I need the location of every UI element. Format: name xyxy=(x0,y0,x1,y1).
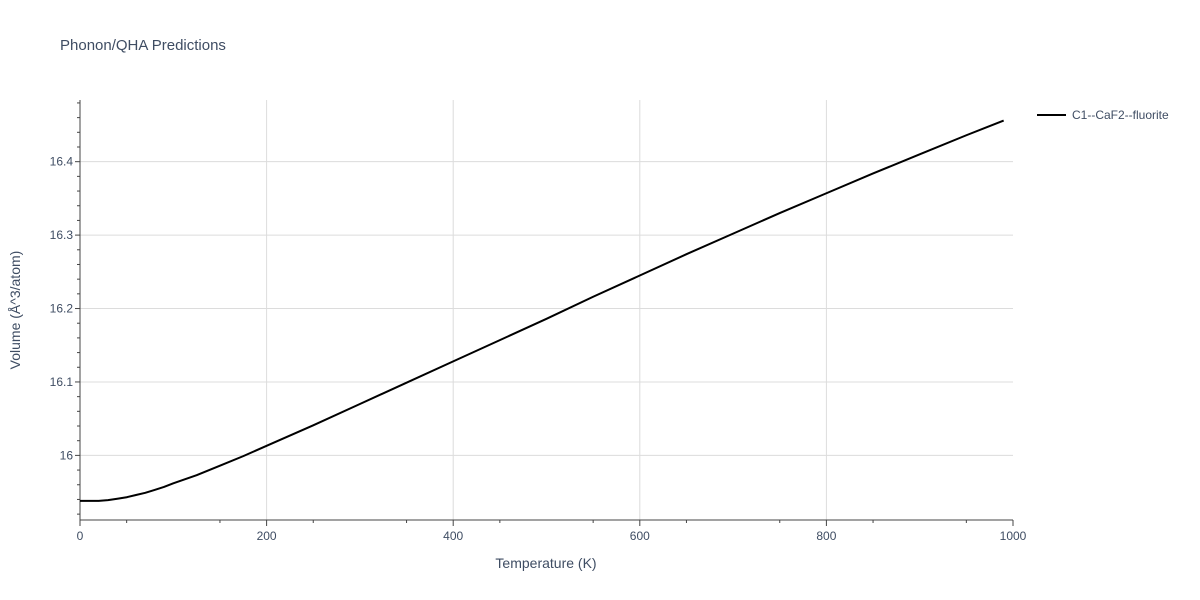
y-tick-label: 16 xyxy=(60,448,74,462)
x-axis-ticks: 0 200 400 600 800 1000 xyxy=(77,520,1027,543)
legend[interactable]: C1--CaF2--fluorite xyxy=(1037,108,1169,122)
y-tick-label: 16.3 xyxy=(50,228,74,242)
legend-label-series-0: C1--CaF2--fluorite xyxy=(1072,108,1169,122)
y-axis-ticks: 16 16.1 16.2 16.3 16.4 xyxy=(50,102,80,515)
series-line-0 xyxy=(80,119,1005,502)
x-tick-label: 400 xyxy=(443,529,463,543)
series-lines xyxy=(80,119,1005,502)
x-tick-label: 0 xyxy=(77,529,84,543)
x-tick-label: 1000 xyxy=(1000,529,1027,543)
y-tick-label: 16.2 xyxy=(50,302,74,316)
x-axis-title: Temperature (K) xyxy=(495,555,596,571)
y-tick-label: 16.1 xyxy=(50,375,74,389)
x-tick-label: 200 xyxy=(257,529,277,543)
x-tick-label: 800 xyxy=(816,529,836,543)
x-tick-label: 600 xyxy=(630,529,650,543)
y-axis-title: Volume (Å^3/atom) xyxy=(7,251,23,370)
chart-title: Phonon/QHA Predictions xyxy=(60,37,226,54)
axes xyxy=(79,100,1013,521)
y-tick-label: 16.4 xyxy=(50,155,74,169)
grid-lines xyxy=(80,100,1013,520)
